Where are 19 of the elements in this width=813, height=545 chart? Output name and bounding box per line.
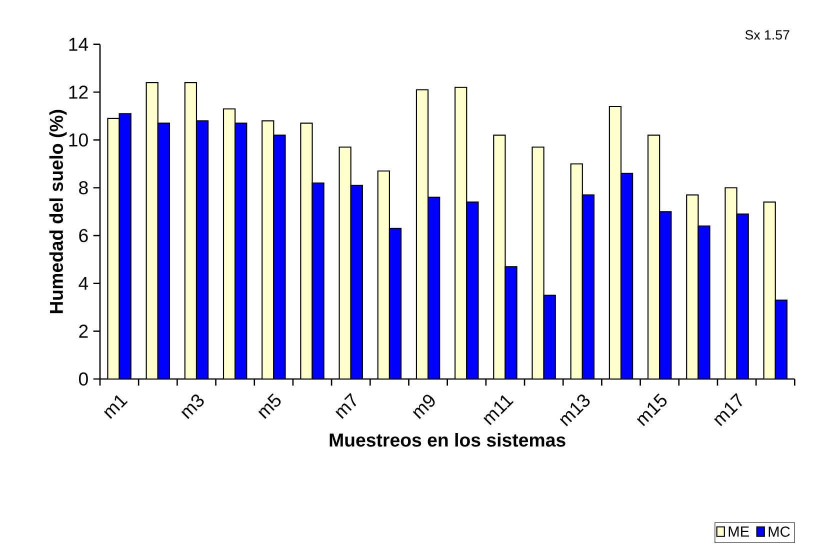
text: Sx 1.57 — [745, 30, 790, 40]
x-axis-title: Muestreos en los sistemas — [330, 432, 566, 447]
x-tick-label: m1 — [104, 395, 128, 419]
y-tick-label: 12 — [69, 86, 88, 99]
y-tick-label: 8 — [79, 181, 88, 194]
legend-label: MC — [768, 526, 790, 537]
legend-label: ME — [728, 526, 749, 537]
y-tick-label: 6 — [79, 228, 88, 242]
x-tick-label: m5 — [258, 393, 281, 419]
x-tick-label: m9 — [412, 394, 435, 419]
y-tick-label: 14 — [69, 38, 88, 51]
y-tick-label: 4 — [78, 276, 88, 290]
x-tick-label: m3 — [181, 394, 204, 419]
y-tick-label: 2 — [79, 324, 88, 338]
y-tick-label: 0 — [78, 372, 88, 386]
y-axis-title: Humedad del suelo (%) — [49, 110, 67, 314]
x-tick-label: m11 — [484, 395, 514, 426]
x-tick-label: m7 — [335, 392, 356, 419]
y-tick-label: 10 — [69, 133, 88, 147]
